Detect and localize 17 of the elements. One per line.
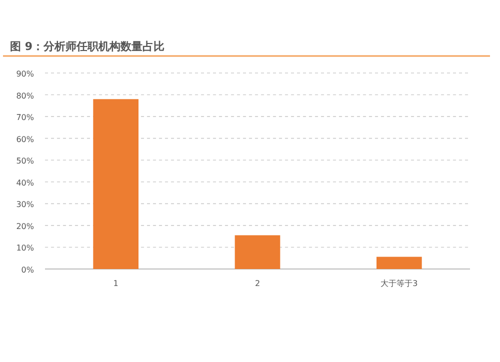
y-tick-label: 0% (21, 266, 34, 274)
y-tick-label: 60% (16, 134, 34, 144)
y-tick-label: 70% (16, 113, 34, 122)
chart-title: 图 9：分析师任职机构数量占比 (10, 40, 164, 53)
x-tick-label: 2 (254, 279, 260, 288)
y-tick-label: 80% (16, 91, 34, 100)
y-tick-label: 50% (16, 156, 34, 166)
y-tick-label: 10% (16, 244, 34, 253)
bar (234, 235, 280, 269)
bar (376, 256, 422, 269)
y-tick-label: 40% (16, 178, 34, 188)
y-tick-label: 90% (16, 70, 34, 78)
x-tick-label: 大于等于3 (380, 279, 418, 288)
bar (93, 99, 138, 269)
x-tick-label: 1 (113, 279, 118, 288)
y-tick-label: 20% (16, 222, 34, 231)
y-tick-label: 30% (16, 200, 34, 210)
